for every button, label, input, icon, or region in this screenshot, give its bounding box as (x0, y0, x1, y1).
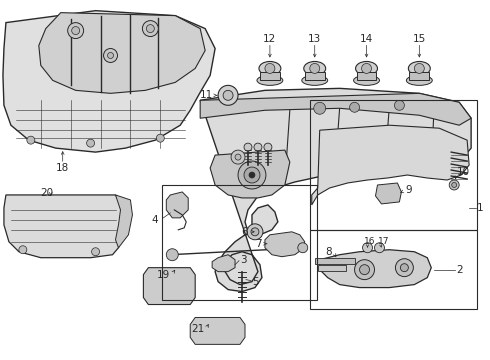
Bar (310, 100, 477, 230)
Text: 19: 19 (157, 270, 171, 280)
Bar (357, 72, 376, 80)
Text: 2: 2 (456, 265, 463, 275)
Circle shape (72, 27, 80, 35)
Circle shape (19, 246, 27, 254)
Text: 5: 5 (252, 276, 259, 287)
Circle shape (310, 63, 319, 73)
Circle shape (68, 23, 84, 39)
Text: 21: 21 (191, 324, 204, 334)
Circle shape (27, 136, 35, 144)
Circle shape (395, 259, 414, 276)
Text: 4: 4 (152, 215, 158, 225)
Circle shape (249, 172, 255, 178)
Polygon shape (212, 255, 235, 272)
Text: 3: 3 (240, 255, 246, 265)
Circle shape (400, 264, 408, 272)
Circle shape (244, 167, 260, 183)
Circle shape (223, 90, 233, 100)
Circle shape (92, 248, 99, 256)
Text: 9: 9 (405, 185, 412, 195)
Circle shape (238, 161, 266, 189)
Circle shape (264, 143, 272, 151)
Ellipse shape (304, 62, 326, 75)
Circle shape (244, 143, 252, 151)
Polygon shape (312, 125, 469, 205)
Circle shape (143, 21, 158, 37)
Polygon shape (200, 93, 471, 125)
Ellipse shape (257, 75, 283, 85)
Polygon shape (4, 195, 122, 258)
Circle shape (349, 102, 360, 112)
Circle shape (107, 53, 114, 58)
Polygon shape (210, 150, 290, 198)
Bar (222, 87, 234, 95)
Circle shape (254, 143, 262, 151)
Circle shape (235, 154, 241, 160)
Bar (162, 185, 317, 300)
Circle shape (147, 24, 154, 32)
Ellipse shape (408, 62, 430, 75)
Polygon shape (200, 88, 471, 292)
Circle shape (452, 183, 457, 188)
Text: 11: 11 (200, 90, 213, 100)
Polygon shape (116, 195, 132, 248)
Bar (318, 265, 345, 271)
Circle shape (314, 102, 326, 114)
Text: 1: 1 (477, 203, 484, 213)
Text: 6: 6 (242, 227, 248, 237)
Bar (305, 72, 325, 80)
Circle shape (355, 260, 374, 280)
Ellipse shape (259, 62, 281, 75)
Text: 13: 13 (308, 33, 321, 44)
Text: 12: 12 (263, 33, 276, 44)
Circle shape (166, 249, 178, 261)
Polygon shape (166, 192, 188, 218)
Circle shape (265, 63, 275, 73)
Circle shape (362, 63, 371, 73)
Text: 10: 10 (457, 167, 470, 177)
Circle shape (449, 180, 459, 190)
Polygon shape (144, 268, 195, 305)
Text: 17: 17 (377, 237, 389, 246)
Circle shape (231, 150, 245, 164)
Text: 7: 7 (255, 239, 262, 249)
Polygon shape (3, 11, 215, 152)
Bar (315, 258, 355, 264)
Text: 8: 8 (325, 247, 332, 257)
Bar (310, 230, 477, 310)
Polygon shape (319, 250, 431, 288)
Ellipse shape (302, 75, 328, 85)
Polygon shape (39, 13, 205, 93)
Polygon shape (375, 183, 401, 204)
Ellipse shape (354, 75, 379, 85)
Ellipse shape (406, 75, 432, 85)
Circle shape (374, 243, 385, 253)
Circle shape (415, 63, 424, 73)
Polygon shape (190, 318, 245, 345)
Circle shape (251, 228, 259, 236)
Circle shape (298, 243, 308, 253)
Text: 20: 20 (40, 188, 53, 198)
Circle shape (156, 134, 164, 142)
Text: 18: 18 (56, 163, 69, 173)
Circle shape (87, 139, 95, 147)
Text: 14: 14 (360, 33, 373, 44)
Ellipse shape (356, 62, 377, 75)
Text: 15: 15 (413, 33, 426, 44)
Circle shape (103, 49, 118, 62)
Circle shape (363, 243, 372, 253)
Circle shape (360, 265, 369, 275)
Bar (409, 72, 429, 80)
Bar (260, 72, 280, 80)
Circle shape (394, 100, 404, 110)
Circle shape (247, 224, 263, 240)
Polygon shape (265, 232, 305, 257)
Circle shape (218, 85, 238, 105)
Text: 16: 16 (364, 237, 375, 246)
